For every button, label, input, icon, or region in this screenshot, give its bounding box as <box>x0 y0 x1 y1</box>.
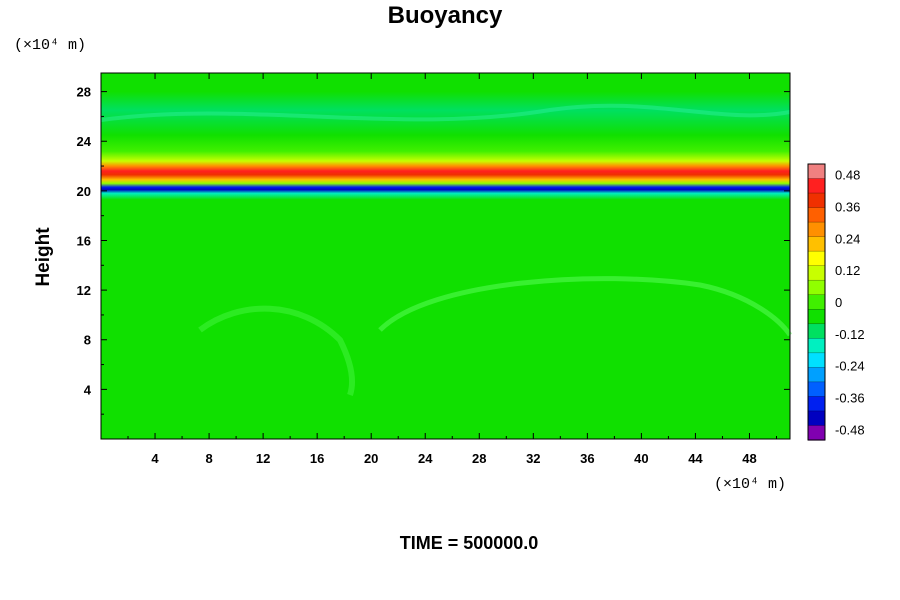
y-ticks: 4 8 12 16 20 24 28 <box>77 85 790 415</box>
x-tick-label: 8 <box>205 451 212 466</box>
x-tick-label: 16 <box>310 451 324 466</box>
colorbar-tick-label: 0.24 <box>835 231 860 246</box>
y-tick-label: 16 <box>77 233 91 248</box>
colorbar-swatch <box>808 294 825 310</box>
colorbar-swatch <box>808 236 825 252</box>
colorbar-swatch <box>808 222 825 238</box>
wave-streak-upper <box>100 103 791 122</box>
colorbar-tick-label: 0.12 <box>835 263 860 278</box>
colorbar-swatch <box>808 207 825 223</box>
x-tick-label: 12 <box>256 451 270 466</box>
plot-area <box>100 72 793 440</box>
y-tick-label: 4 <box>84 382 92 397</box>
y-tick-label: 24 <box>77 134 92 149</box>
colorbar-swatch <box>808 280 825 296</box>
colorbar-swatch <box>808 338 825 354</box>
x-tick-label: 48 <box>742 451 756 466</box>
colorbar-swatch <box>808 251 825 267</box>
x-tick-label: 4 <box>151 451 159 466</box>
plot-frame <box>100 72 791 440</box>
dome-feature-left <box>198 305 355 396</box>
colorbar-swatch <box>808 381 825 398</box>
colorbar-tick-label: -0.48 <box>835 422 865 437</box>
colorbar-frame <box>807 163 826 441</box>
colorbar-tick-label: -0.12 <box>835 327 865 342</box>
colorbar-swatch <box>808 323 825 339</box>
time-annotation: TIME = 500000.0 <box>400 533 539 553</box>
x-tick-label: 32 <box>526 451 540 466</box>
colorbar-swatch <box>808 410 825 427</box>
colorbar-tick-label: 0 <box>835 295 842 310</box>
colorbar-swatch <box>808 309 825 325</box>
arc-feature-right <box>378 276 793 337</box>
x-tick-label: 20 <box>364 451 378 466</box>
colorbar-swatch <box>808 396 825 412</box>
x-ticks: 4 8 12 16 20 24 28 32 36 40 44 48 <box>127 73 777 466</box>
x-tick-label: 24 <box>418 451 433 466</box>
colorbar-tick-label: 0.48 <box>835 168 860 183</box>
y-tick-label: 12 <box>77 283 91 298</box>
colorbar-tick-label: -0.36 <box>835 391 865 406</box>
y-axis-label: Height <box>33 227 54 287</box>
colorbar-swatch <box>808 178 825 194</box>
buoyancy-field <box>101 73 790 439</box>
x-tick-label: 28 <box>472 451 486 466</box>
chart-title: Buoyancy <box>388 2 503 29</box>
x-unit-label: (×10⁴ m) <box>714 476 786 493</box>
x-tick-label: 40 <box>634 451 648 466</box>
y-tick-label: 28 <box>77 85 91 100</box>
colorbar-swatch <box>808 367 825 383</box>
y-tick-label: 8 <box>84 333 91 348</box>
colorbar-swatch <box>808 164 825 180</box>
y-tick-label: 20 <box>77 184 91 199</box>
colorbar-swatch <box>808 265 825 281</box>
x-tick-label: 44 <box>688 451 703 466</box>
colorbar-swatch <box>808 425 825 441</box>
colorbar-swatch <box>808 193 825 209</box>
colorbar-tick-label: -0.24 <box>835 359 865 374</box>
y-unit-label: (×10⁴ m) <box>14 37 86 54</box>
colorbar: 0.48 0.36 0.24 0.12 0 -0.12 -0.24 -0.36 -0.48 <box>807 163 865 441</box>
colorbar-swatch <box>808 352 825 368</box>
x-tick-label: 36 <box>580 451 594 466</box>
colorbar-tick-label: 0.36 <box>835 200 860 215</box>
